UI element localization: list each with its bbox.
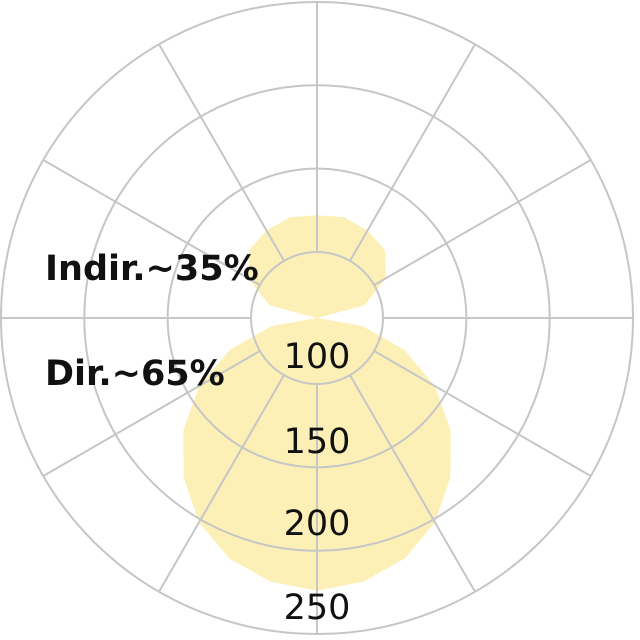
spoke-60	[349, 374, 476, 593]
spoke-240	[158, 43, 285, 262]
spoke-120	[158, 374, 285, 593]
radial-tick-100: 100	[284, 337, 351, 377]
spoke-150	[42, 350, 261, 477]
direct-share-label: Dir.~65%	[45, 354, 225, 394]
ring-100	[250, 251, 384, 385]
spoke-330	[373, 159, 592, 286]
spoke-300	[349, 43, 476, 262]
radial-tick-150: 150	[284, 422, 351, 462]
spoke-30	[373, 350, 592, 477]
spoke-210	[42, 159, 261, 286]
radial-tick-200: 200	[284, 504, 351, 544]
ring-150	[166, 167, 468, 469]
radial-tick-250: 250	[284, 588, 351, 628]
indirect-share-label: Indir.~35%	[45, 249, 259, 289]
indirect-lobe	[248, 215, 386, 318]
ring-200	[83, 84, 551, 552]
